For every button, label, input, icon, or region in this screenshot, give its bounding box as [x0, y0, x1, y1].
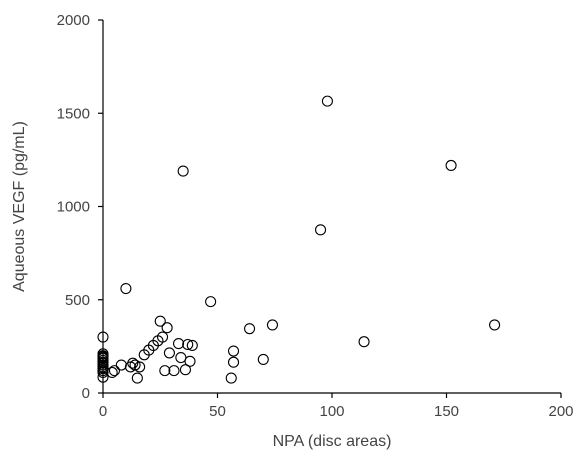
x-tick-label: 200 [548, 403, 573, 420]
data-point [184, 355, 196, 367]
data-point [314, 224, 327, 236]
data-point [186, 339, 198, 351]
data-point [173, 338, 185, 350]
data-point [154, 315, 166, 327]
y-tick-label: 1000 [57, 199, 90, 216]
y-tick-label: 2000 [57, 12, 90, 29]
data-point [159, 365, 171, 377]
data-point [115, 359, 127, 371]
x-tick-label: 100 [319, 403, 344, 420]
data-point [131, 372, 143, 384]
data-point [156, 331, 169, 343]
data-point [227, 345, 240, 357]
data-point [225, 372, 237, 384]
data-point [175, 352, 187, 364]
data-point [134, 361, 146, 373]
x-axis-title: NPA (disc areas) [273, 433, 392, 450]
data-point [489, 319, 501, 331]
data-point [106, 366, 118, 379]
data-point [163, 347, 175, 359]
data-point [205, 296, 217, 308]
axes [102, 20, 561, 394]
y-tick-label: 500 [65, 292, 90, 309]
data-point [321, 95, 333, 107]
data-point [129, 359, 141, 371]
y-tick-label: 1500 [57, 105, 90, 122]
data-point [161, 322, 173, 334]
x-tick-label: 50 [209, 403, 226, 420]
data-point [182, 338, 194, 351]
data-point [227, 356, 240, 368]
y-axis-title: Aqueous VEGF (pg/mL) [11, 121, 28, 292]
data-point [177, 165, 189, 177]
data-point [179, 364, 191, 376]
data-point [97, 331, 109, 343]
data-point [168, 365, 180, 377]
data-point [358, 336, 370, 348]
data-point [266, 319, 279, 331]
data-points [97, 95, 501, 384]
x-tick-label: 0 [99, 403, 107, 420]
data-point [445, 159, 457, 172]
y-axis-ticks: 0 500 1000 1500 2000 [57, 12, 103, 402]
data-point [108, 365, 120, 377]
data-point [244, 323, 256, 335]
x-tick-label: 150 [434, 403, 459, 420]
y-tick-label: 0 [82, 385, 90, 402]
data-point [127, 357, 139, 369]
data-point [97, 348, 109, 360]
data-point [257, 353, 269, 365]
x-axis-ticks: 0 50 100 150 200 [99, 393, 574, 420]
data-point [120, 283, 132, 295]
